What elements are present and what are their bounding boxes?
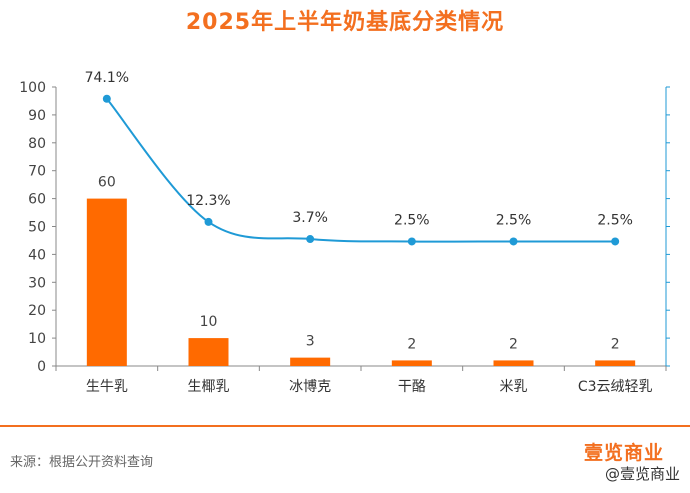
bar-value-label: 60: [98, 175, 116, 191]
source-note: 来源：根据公开资料查询: [10, 455, 154, 470]
chart-title: 2025年上半年奶基底分类情况: [185, 10, 505, 35]
share-point: [204, 217, 213, 226]
x-tick-label: 干酪: [398, 379, 426, 395]
y-tick-label: 80: [28, 136, 46, 152]
y-tick-label: 50: [28, 220, 46, 236]
y-tick-label: 100: [19, 80, 46, 96]
bar: [188, 338, 229, 366]
x-tick-label: 米乳: [500, 379, 528, 395]
bar: [290, 357, 331, 366]
watermark: @壹览商业: [604, 465, 680, 483]
y-tick-label: 20: [28, 303, 46, 319]
brand-logo: 壹览商业: [583, 442, 664, 464]
y-tick-label: 30: [28, 275, 46, 291]
share-value-label: 12.3%: [186, 193, 230, 209]
share-point: [306, 235, 315, 244]
y-tick-label: 40: [28, 247, 46, 263]
share-value-label: 74.1%: [85, 70, 129, 86]
y-tick-label: 10: [28, 331, 46, 347]
x-tick-label: 生椰乳: [188, 379, 230, 395]
bar: [391, 360, 432, 366]
footer-divider: [0, 425, 690, 427]
chart: 0 10 20 30 40 50 60 70 80 90 100 60 10 3 2 2 2 生牛乳 生椰乳 冰博克 干…: [19, 70, 670, 395]
y-tick-label: 90: [28, 108, 46, 124]
bar: [86, 198, 127, 366]
share-value-label: 3.7%: [292, 210, 328, 226]
y-tick-label: 60: [28, 192, 46, 208]
y-tick-label: 0: [37, 359, 46, 375]
x-tick-label: C3云绒轻乳: [578, 379, 653, 395]
share-value-label: 2.5%: [597, 212, 633, 228]
share-line: [106, 98, 616, 243]
share-point: [611, 237, 620, 246]
x-tick-label: 生牛乳: [86, 379, 128, 395]
bar-value-label: 10: [200, 314, 218, 330]
bar-value-label: 3: [306, 334, 315, 350]
bar-value-label: 2: [407, 336, 416, 352]
bar: [493, 360, 534, 366]
share-point: [407, 237, 416, 246]
bar-value-label: 2: [509, 336, 518, 352]
share-value-label: 2.5%: [394, 212, 430, 228]
share-point: [102, 94, 111, 103]
bar-value-label: 2: [611, 336, 620, 352]
x-tick-label: 冰博克: [289, 378, 331, 395]
y-tick-label: 70: [28, 164, 46, 180]
share-point: [509, 237, 518, 246]
bar: [595, 360, 636, 366]
share-value-label: 2.5%: [496, 212, 532, 228]
